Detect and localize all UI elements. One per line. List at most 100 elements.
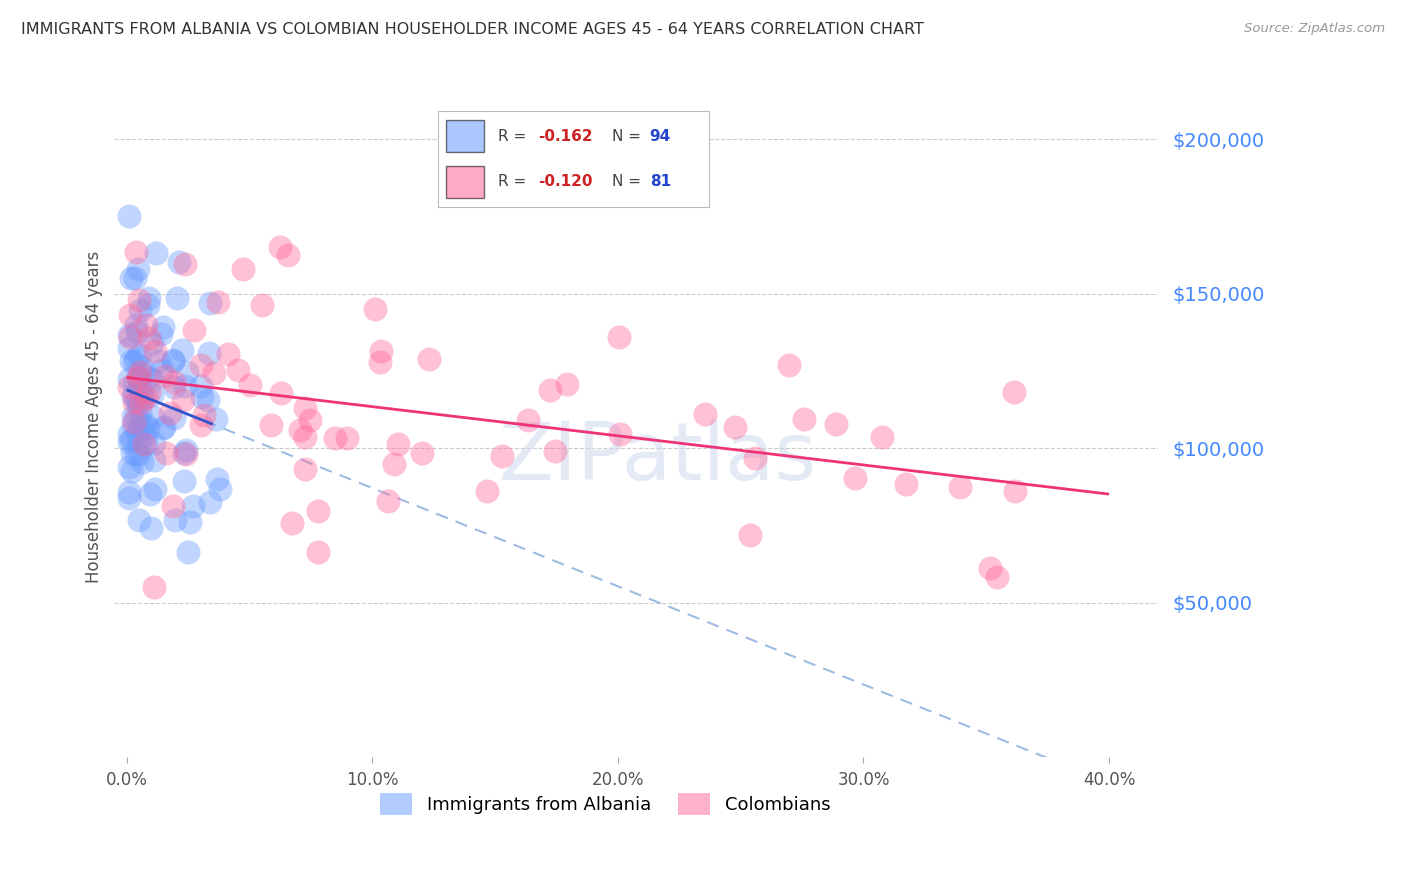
Point [979, 561, 1001, 575]
Point [122, 389, 145, 403]
Point [740, 527, 762, 541]
Point [138, 298, 160, 312]
Point [129, 405, 152, 419]
Point [169, 255, 191, 269]
Point [138, 331, 160, 345]
Point [226, 363, 249, 377]
Point [129, 359, 152, 373]
Point [145, 482, 167, 496]
Point [307, 545, 329, 559]
Point [724, 420, 747, 434]
Point [124, 270, 146, 285]
Point [131, 367, 153, 381]
Point [118, 426, 141, 441]
Point [174, 443, 197, 458]
Point [174, 447, 197, 461]
Point [307, 504, 329, 518]
Point [744, 450, 766, 465]
Point [118, 484, 141, 499]
Point [825, 417, 848, 431]
Point [162, 500, 184, 514]
Point [544, 443, 567, 458]
Text: Source: ZipAtlas.com: Source: ZipAtlas.com [1244, 22, 1385, 36]
Point [207, 295, 229, 310]
Point [152, 420, 174, 434]
Point [118, 372, 141, 386]
Point [181, 499, 204, 513]
Point [177, 545, 200, 559]
Point [516, 413, 538, 427]
Point [555, 377, 578, 392]
Point [125, 352, 148, 367]
Point [120, 354, 142, 368]
Point [190, 390, 212, 404]
Point [986, 570, 1008, 584]
Point [127, 262, 149, 277]
Point [142, 373, 165, 387]
Point [139, 486, 162, 500]
Point [209, 482, 232, 496]
Point [323, 431, 346, 445]
Point [122, 415, 145, 429]
Point [382, 457, 405, 471]
Point [134, 437, 156, 451]
Point [475, 484, 498, 499]
Point [250, 298, 273, 312]
Point [141, 335, 163, 350]
Point [127, 370, 149, 384]
Point [411, 446, 433, 460]
Point [118, 341, 141, 355]
Point [128, 380, 150, 394]
Point [118, 330, 141, 344]
Point [118, 380, 141, 394]
Point [163, 411, 186, 425]
Point [176, 365, 198, 379]
Point [179, 515, 201, 529]
Point [127, 325, 149, 339]
Point [172, 393, 194, 408]
Point [205, 472, 228, 486]
Point [134, 429, 156, 443]
Point [143, 580, 166, 594]
Point [120, 308, 142, 322]
Point [118, 459, 141, 474]
Point [152, 420, 174, 434]
Point [120, 434, 142, 448]
Point [294, 401, 316, 415]
Point [135, 390, 157, 404]
Point [870, 430, 893, 444]
Point [125, 409, 148, 423]
Point [260, 417, 283, 432]
Point [844, 471, 866, 485]
Point [269, 240, 291, 254]
Point [118, 327, 141, 342]
Point [118, 434, 141, 449]
Point [129, 385, 152, 400]
Point [204, 411, 226, 425]
Point [128, 447, 150, 461]
Point [152, 363, 174, 377]
Point [364, 301, 387, 316]
Text: IMMIGRANTS FROM ALBANIA VS COLOMBIAN HOUSEHOLDER INCOME AGES 45 - 64 YEARS CORRE: IMMIGRANTS FROM ALBANIA VS COLOMBIAN HOU… [21, 22, 924, 37]
Point [370, 344, 392, 359]
Point [197, 393, 219, 408]
Point [145, 246, 167, 260]
Point [143, 436, 166, 450]
Point [135, 436, 157, 450]
Point [122, 417, 145, 432]
Point [128, 394, 150, 409]
Point [121, 409, 143, 423]
Point [152, 319, 174, 334]
Point [1004, 484, 1026, 499]
Point [143, 453, 166, 467]
Point [377, 494, 399, 508]
Point [190, 358, 212, 372]
Point [949, 479, 972, 493]
Point [124, 318, 146, 332]
Point [135, 318, 157, 332]
Point [538, 383, 561, 397]
Point [128, 370, 150, 384]
Point [193, 408, 215, 422]
Point [159, 405, 181, 419]
Point [150, 326, 173, 341]
